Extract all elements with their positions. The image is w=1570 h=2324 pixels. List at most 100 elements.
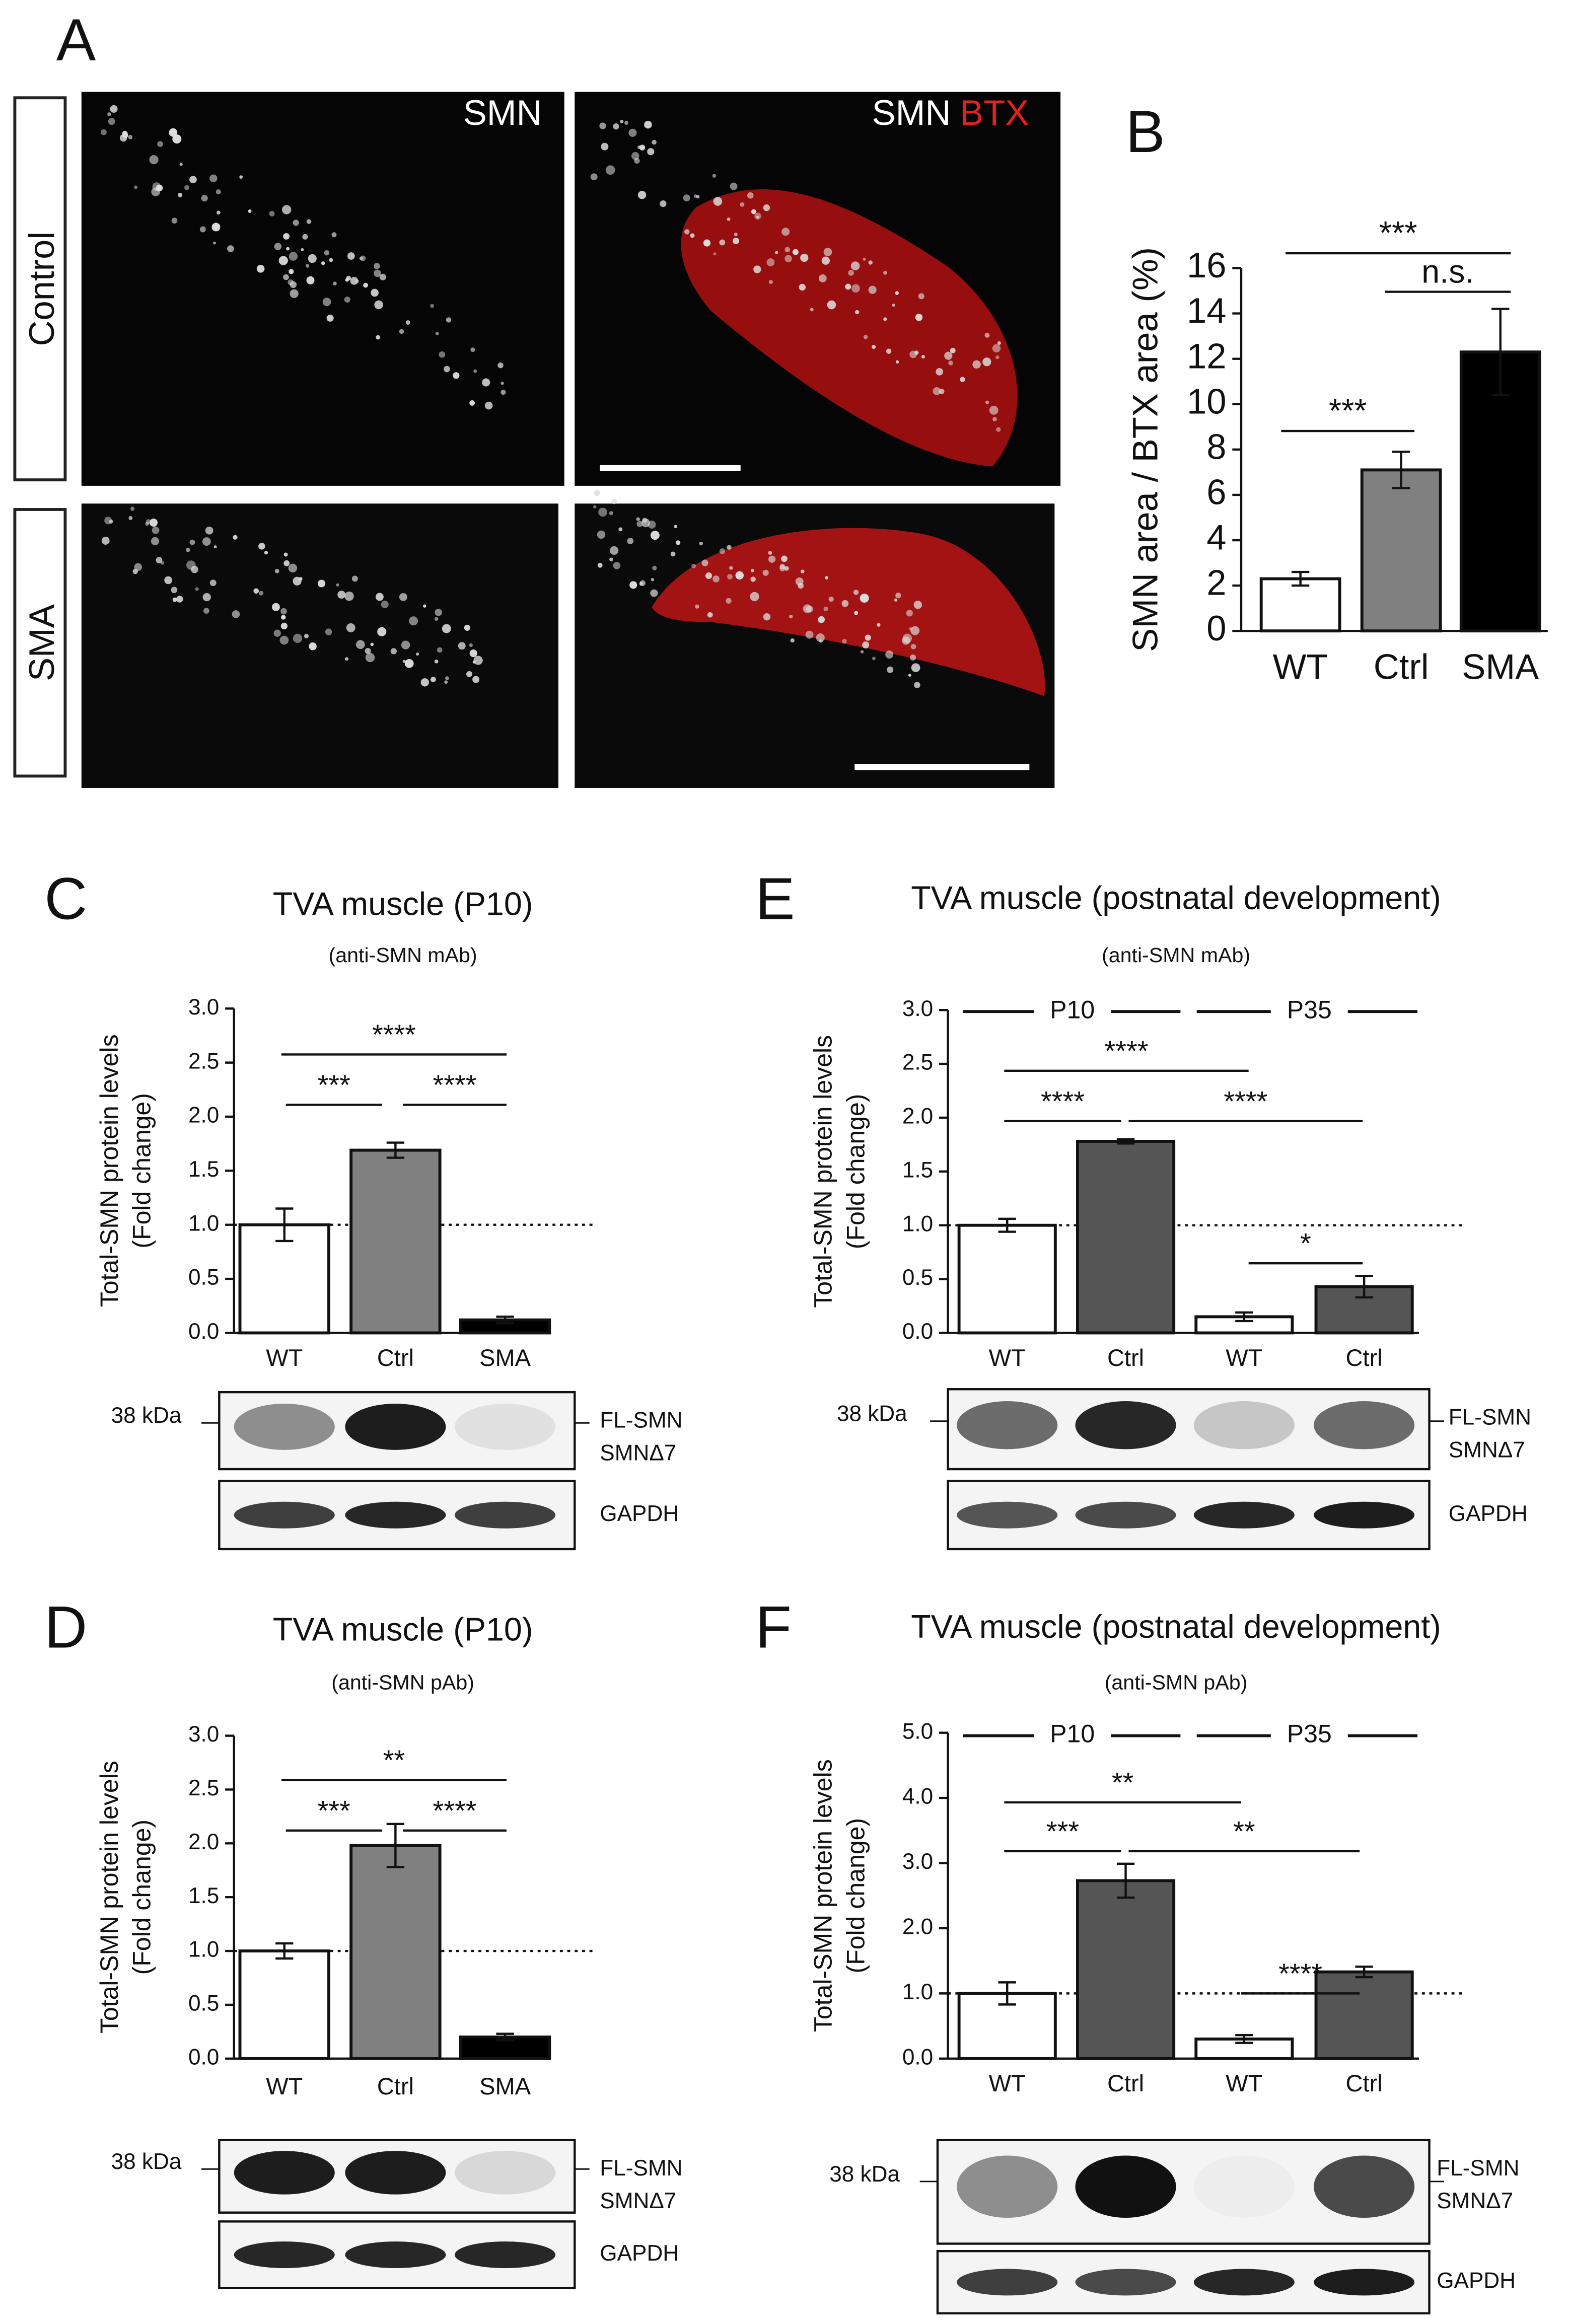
- speckle: [156, 184, 163, 192]
- speckle: [437, 647, 443, 653]
- speckle: [734, 232, 738, 237]
- blot-band: [234, 1404, 335, 1450]
- chart-subtitle: (anti-SMN pAb): [331, 1671, 474, 1694]
- speckle: [110, 105, 118, 113]
- y-tick-label: 14: [1187, 290, 1227, 330]
- speckle: [269, 210, 275, 216]
- y-tick-label: 3.0: [188, 995, 219, 1020]
- speckle: [239, 175, 243, 179]
- btx-stain: [681, 189, 1018, 467]
- speckle: [211, 223, 221, 232]
- speckle: [482, 378, 490, 387]
- speckle: [816, 633, 825, 642]
- speckle: [650, 589, 658, 597]
- y-tick-label: 0.0: [188, 1319, 219, 1344]
- blot-marker: 38 kDa: [829, 2162, 900, 2187]
- speckle: [256, 265, 265, 273]
- speckle: [309, 642, 317, 650]
- y-tick-label: 1.0: [902, 1211, 933, 1236]
- speckle: [439, 351, 446, 358]
- speckle: [473, 656, 483, 665]
- speckle: [365, 652, 375, 663]
- significance-label: ***: [318, 1069, 350, 1101]
- speckle: [997, 341, 1001, 345]
- speckle: [202, 593, 211, 602]
- y-tick-label: 2.5: [902, 1050, 933, 1075]
- speckle: [274, 243, 282, 250]
- speckle: [283, 274, 289, 280]
- speckle: [347, 252, 355, 260]
- channel-label: SMN: [872, 93, 951, 132]
- bar: [1076, 1140, 1176, 1335]
- speckle: [179, 163, 183, 166]
- speckle: [107, 112, 111, 116]
- y-tick-label: 0: [1206, 608, 1226, 648]
- chart-subtitle: (anti-SMN mAb): [1102, 943, 1250, 967]
- blot-marker: 38 kDa: [837, 1402, 907, 1426]
- speckle: [444, 366, 450, 373]
- speckle: [402, 660, 406, 663]
- speckle: [676, 540, 681, 545]
- speckle: [750, 576, 756, 582]
- speckle: [205, 526, 213, 535]
- speckle: [609, 511, 613, 516]
- speckle: [841, 600, 849, 607]
- significance-label: ****: [433, 1794, 477, 1826]
- error-bar: [998, 1981, 1016, 2006]
- speckle: [286, 247, 290, 251]
- y-tick-label: 4.0: [902, 1784, 933, 1809]
- speckle: [420, 678, 429, 687]
- error-bar: [1355, 1966, 1373, 1979]
- panel-label: C: [44, 865, 87, 931]
- panel-label: E: [755, 865, 795, 931]
- y-axis-label: (Fold change): [128, 1820, 156, 1975]
- speckle: [768, 551, 772, 555]
- speckle: [374, 269, 381, 277]
- blot-band: [455, 2241, 556, 2269]
- speckle: [984, 332, 990, 338]
- speckle: [401, 640, 410, 649]
- chart-subtitle: (anti-SMN mAb): [329, 943, 477, 967]
- x-tick-label: Ctrl: [1374, 646, 1429, 686]
- speckle: [860, 650, 864, 653]
- speckle: [134, 185, 138, 189]
- blot-band: [1314, 1501, 1415, 1529]
- x-tick-label: WT: [1273, 646, 1328, 686]
- speckle: [639, 144, 646, 151]
- speckle: [618, 527, 623, 532]
- speckle: [304, 633, 309, 638]
- y-tick-label: 2: [1206, 563, 1226, 603]
- speckle: [936, 368, 944, 376]
- error-bar: [1116, 1138, 1135, 1145]
- speckle: [821, 256, 830, 265]
- speckle: [337, 591, 346, 599]
- speckle: [344, 296, 350, 303]
- y-tick-label: 2.0: [188, 1103, 219, 1128]
- speckle: [631, 152, 639, 160]
- speckle: [405, 320, 410, 325]
- speckle: [727, 217, 731, 221]
- bar: [349, 1844, 442, 2060]
- speckle: [636, 517, 640, 521]
- speckle: [996, 427, 1001, 432]
- speckle: [781, 555, 788, 562]
- speckle: [620, 119, 624, 123]
- speckle: [466, 671, 473, 677]
- speckle: [189, 539, 195, 545]
- significance-label: ***: [1329, 392, 1367, 429]
- significance-label: n.s.: [1421, 253, 1474, 289]
- speckle: [280, 622, 288, 630]
- speckle: [321, 261, 325, 265]
- speckle: [160, 561, 165, 565]
- speckle: [948, 360, 953, 366]
- speckle: [810, 308, 814, 312]
- speckle: [108, 118, 115, 125]
- y-axis-label: SMN area / BTX area (%): [1125, 247, 1165, 652]
- row-label-box: [13, 508, 67, 778]
- speckle: [628, 128, 637, 137]
- error-bar: [386, 1141, 405, 1159]
- speckle: [445, 676, 449, 680]
- blot-band: [1314, 2155, 1415, 2218]
- y-axis-label: Total-SMN protein levels: [95, 1761, 123, 2033]
